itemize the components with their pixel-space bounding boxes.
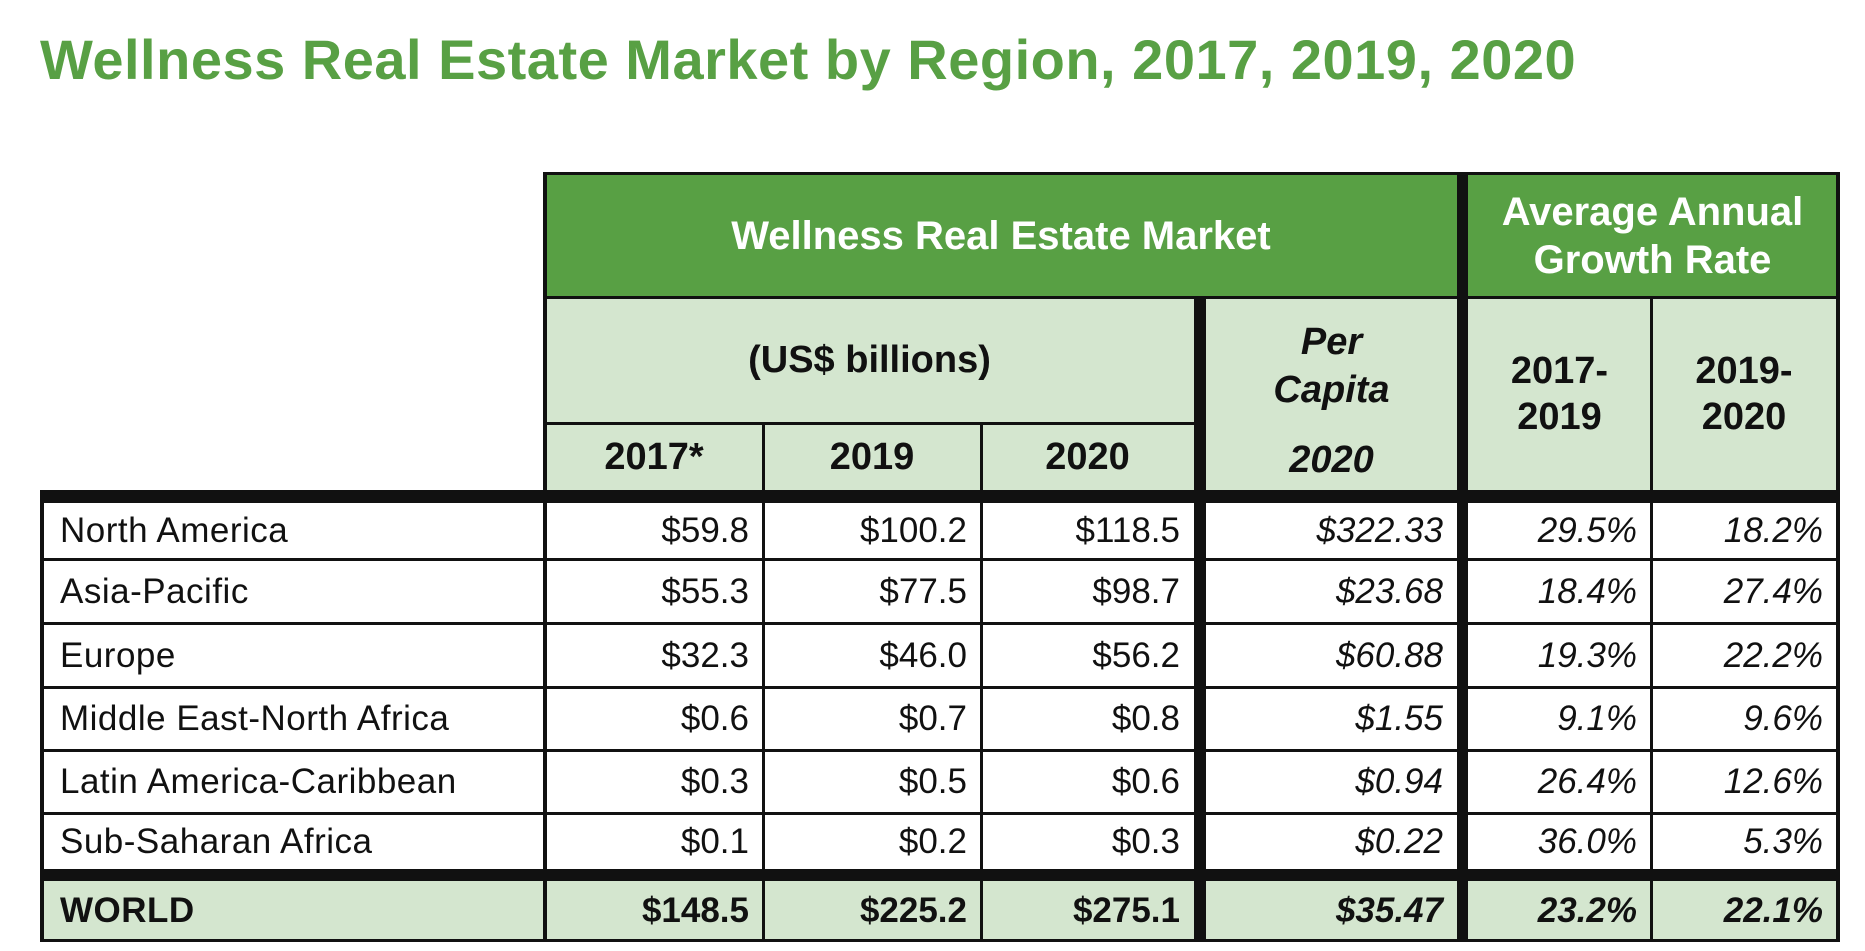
header-market-group-label: Wellness Real Estate Market (731, 213, 1271, 258)
divider (545, 172, 1839, 175)
value-growth-2019-2020: 5.3% (1743, 822, 1823, 861)
page-title: Wellness Real Estate Market by Region, 2… (40, 28, 1577, 91)
divider (40, 490, 44, 942)
header-2020: 2020 (981, 423, 1194, 490)
per-capita-line2: Capita (1273, 369, 1390, 411)
header-per-capita: Per Capita 2020 (1206, 297, 1457, 490)
growth-1-line2: 2019 (1517, 395, 1602, 438)
value-per-capita: $60.88 (1335, 635, 1443, 675)
divider-thick (1457, 172, 1468, 942)
value-growth-2017-2019: 9.1% (1557, 699, 1637, 738)
total-per-capita: $35.47 (1335, 890, 1443, 930)
header-market-group: Wellness Real Estate Market (545, 174, 1457, 297)
header-growth-group: Average Annual Growth Rate (1468, 174, 1837, 297)
per-capita-line1: Per (1300, 321, 1363, 363)
divider (545, 422, 1194, 425)
header-growth-line1: Average Annual (1501, 189, 1804, 234)
total-growth-2019-2020: 22.1% (1723, 890, 1823, 930)
divider (40, 939, 1839, 942)
header-growth-line2: Growth Rate (1533, 237, 1772, 282)
value-2019: $100.2 (859, 511, 967, 550)
value-2019: $0.5 (898, 762, 967, 801)
growth-2-line2: 2020 (1701, 395, 1787, 438)
value-2017: $0.3 (680, 762, 749, 801)
value-growth-2019-2020: 18.2% (1723, 511, 1823, 550)
divider (543, 172, 547, 942)
value-per-capita: $23.68 (1335, 571, 1443, 611)
header-2017: 2017* (545, 423, 763, 490)
value-2020: $98.7 (1092, 571, 1180, 611)
value-2017: $0.6 (680, 699, 749, 738)
region-cell: North America (60, 511, 289, 550)
header-growth-2019-2020: 2019- 2020 (1651, 297, 1837, 490)
value-2017: $32.3 (661, 635, 749, 675)
year-2020-label: 2020 (1045, 435, 1130, 478)
value-growth-2017-2019: 19.3% (1537, 635, 1637, 675)
region-cell: Asia-Pacific (60, 571, 249, 611)
header-usd-billions: (US$ billions) (545, 297, 1194, 423)
value-per-capita: $322.33 (1316, 511, 1443, 550)
divider-thick (40, 490, 1839, 503)
header-growth-2017-2019: 2017- 2019 (1468, 297, 1651, 490)
divider-thick (1194, 296, 1206, 942)
value-per-capita: $0.94 (1355, 762, 1443, 801)
total-growth-2017-2019: 23.2% (1537, 890, 1637, 930)
total-2019: $225.2 (859, 890, 967, 930)
value-growth-2017-2019: 36.0% (1537, 822, 1637, 861)
value-2019: $0.7 (898, 699, 967, 738)
divider-thick (40, 869, 1839, 881)
value-growth-2019-2020: 22.2% (1723, 635, 1823, 675)
value-growth-2017-2019: 18.4% (1537, 571, 1637, 611)
region-cell: Europe (60, 635, 176, 675)
divider (40, 812, 1837, 815)
total-row-background (40, 881, 1837, 940)
per-capita-year: 2020 (1289, 439, 1374, 481)
value-2017: $0.1 (680, 822, 749, 861)
value-2019: $46.0 (879, 635, 967, 675)
divider (40, 622, 1837, 625)
value-2020: $0.6 (1111, 762, 1180, 801)
divider (40, 686, 1837, 689)
divider (980, 422, 983, 942)
value-growth-2019-2020: 27.4% (1723, 571, 1823, 611)
value-2017: $55.3 (661, 571, 749, 611)
divider (1650, 296, 1653, 942)
value-per-capita: $1.55 (1355, 699, 1443, 738)
value-2020: $0.3 (1111, 822, 1180, 861)
year-2017-label: 2017* (604, 435, 704, 478)
value-per-capita: $0.22 (1355, 822, 1443, 861)
total-region-cell: WORLD (60, 890, 195, 930)
divider (40, 749, 1837, 752)
growth-2-line1: 2019- (1695, 349, 1793, 392)
value-2020: $0.8 (1111, 699, 1180, 738)
value-2020: $56.2 (1092, 635, 1180, 675)
divider (762, 422, 765, 942)
total-2020: $275.1 (1072, 890, 1180, 930)
year-2019-label: 2019 (829, 435, 915, 478)
region-cell: Latin America-Caribbean (60, 762, 457, 801)
value-2019: $77.5 (879, 571, 967, 611)
growth-1-line1: 2017- (1510, 349, 1609, 392)
value-growth-2017-2019: 29.5% (1537, 511, 1637, 550)
value-growth-2019-2020: 9.6% (1743, 699, 1823, 738)
region-cell: Middle East-North Africa (60, 699, 450, 738)
divider (1836, 172, 1840, 942)
value-2020: $118.5 (1075, 511, 1180, 550)
total-2017: $148.5 (641, 890, 749, 930)
region-cell: Sub-Saharan Africa (60, 822, 373, 861)
value-growth-2017-2019: 26.4% (1537, 762, 1637, 801)
usd-billions-label: (US$ billions) (748, 339, 991, 381)
value-growth-2019-2020: 12.6% (1723, 762, 1823, 801)
divider (40, 558, 1837, 561)
header-2019: 2019 (763, 423, 981, 490)
value-2019: $0.2 (898, 822, 967, 861)
value-2017: $59.8 (661, 511, 749, 550)
divider (545, 296, 1837, 299)
